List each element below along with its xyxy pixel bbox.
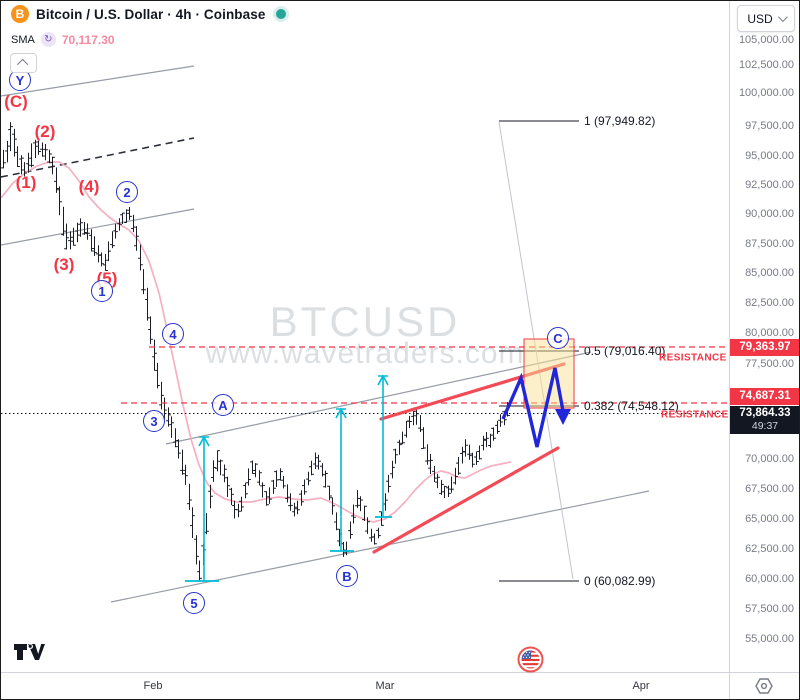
price-tick: 82,500.00 <box>745 297 794 309</box>
axis-separator <box>729 673 730 699</box>
price-tick: 65,000.00 <box>745 513 794 525</box>
price-tick: 57,500.00 <box>745 603 794 615</box>
collapse-pane-button[interactable] <box>10 53 37 73</box>
bitcoin-icon: B <box>11 5 29 23</box>
channel-lines[interactable] <box>1 65 650 603</box>
forecast-zigzag[interactable] <box>501 367 571 448</box>
symbol-title[interactable]: Bitcoin / U.S. Dollar · 4h · Coinbase <box>36 6 266 22</box>
tradingview-logo[interactable] <box>13 641 45 663</box>
price-tick: 67,500.00 <box>745 483 794 495</box>
time-axis-label-Mar: Mar <box>375 680 395 692</box>
price-tick: 70,000.00 <box>745 453 794 465</box>
indicator-name[interactable]: SMA <box>11 33 35 46</box>
currency-label: USD <box>747 11 773 26</box>
price-tick: 87,500.00 <box>745 238 794 250</box>
price-tick: 100,000.00 <box>738 87 794 99</box>
axis-settings-icon[interactable] <box>753 676 775 696</box>
time-axis-label-Apr: Apr <box>632 680 650 692</box>
price-tick: 90,000.00 <box>745 208 794 220</box>
alert-price-badge: 74,687.31 <box>730 387 799 405</box>
price-tick: 55,000.00 <box>745 633 794 645</box>
price-axis[interactable]: USD 105,000.00 102,500.00 100,000.00 97,500… <box>729 1 799 672</box>
chevron-down-icon <box>777 12 788 23</box>
price-tick: 97,500.00 <box>745 120 794 132</box>
measured-move-arrows[interactable] <box>185 374 392 582</box>
price-tick: 85,000.00 <box>745 267 794 279</box>
price-tick: 92,500.00 <box>745 179 794 191</box>
us-flag-event-icon[interactable] <box>517 646 544 673</box>
price-tick: 95,000.00 <box>745 150 794 162</box>
resistance-alert-lines[interactable] <box>121 346 729 404</box>
price-tick: 60,000.00 <box>745 573 794 585</box>
chevron-up-icon <box>16 58 28 71</box>
market-status-icon[interactable] <box>276 9 287 19</box>
price-tick: 77,500.00 <box>745 358 794 370</box>
symbol-header[interactable]: B Bitcoin / U.S. Dollar · 4h · Coinbase <box>11 5 287 23</box>
price-tick: 80,000.00 <box>745 327 794 339</box>
time-axis-label-Feb: Feb <box>143 680 163 692</box>
currency-toggle-button[interactable]: USD <box>737 5 795 32</box>
alert-price-badge: 79,363.97 <box>730 338 799 356</box>
indicator-row[interactable]: SMA ↻ 70,117.30 <box>11 32 115 47</box>
price-tick: 102,500.00 <box>738 59 794 71</box>
refresh-icon[interactable]: ↻ <box>40 32 56 47</box>
indicator-value: 70,117.30 <box>61 32 115 47</box>
price-tick: 62,500.00 <box>745 543 794 555</box>
sma-line <box>1 161 512 523</box>
price-bars <box>1 122 510 581</box>
chart-canvas[interactable] <box>1 1 729 672</box>
time-axis[interactable]: Feb Mar Apr <box>1 672 799 699</box>
price-tick: 105,000.00 <box>738 34 794 46</box>
dashed-trendline[interactable] <box>1 137 195 178</box>
current-price-badge: 73,864.33 49:37 <box>730 406 799 434</box>
